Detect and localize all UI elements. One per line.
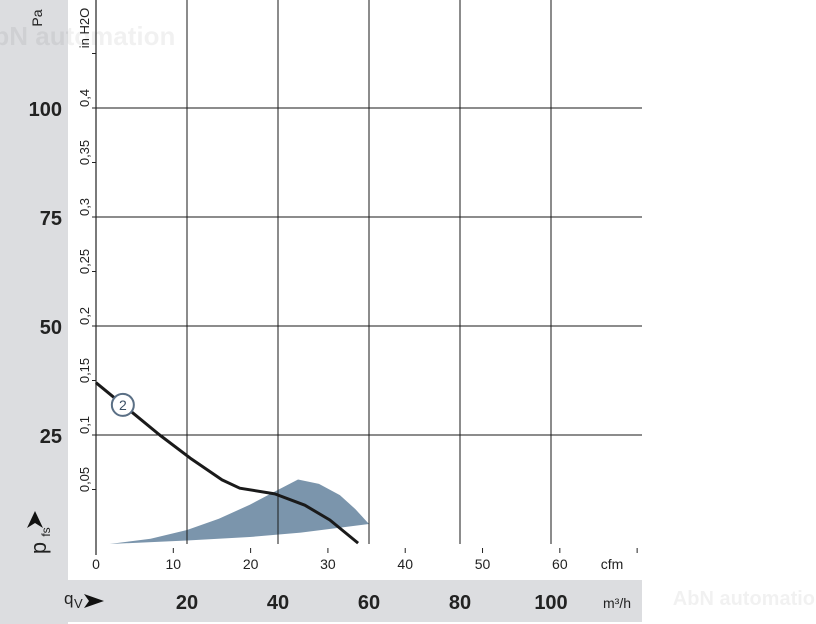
operating-range-area xyxy=(109,479,370,544)
y-tick-label-pa: 100 xyxy=(29,99,62,121)
y-axis-arrow-icon xyxy=(27,511,43,528)
left-panel xyxy=(0,0,68,624)
x-tick-label-cfm: 30 xyxy=(320,556,336,572)
y-tick-label-pa: 75 xyxy=(40,208,62,230)
y-tick-label-inh2o: 0,25 xyxy=(77,249,92,274)
x-tick-label-cfm: 10 xyxy=(166,556,182,572)
y-tick-label-inh2o: 0,2 xyxy=(77,307,92,325)
x-tick-label-m3h: 20 xyxy=(176,592,198,614)
watermark-logo: AbN automation xyxy=(673,588,816,610)
x-axis-arrow-icon xyxy=(84,594,104,608)
curve-label: 2 xyxy=(119,397,127,413)
x-unit-m3h: m³/h xyxy=(603,595,631,611)
bottom-panel xyxy=(0,580,642,622)
y-symbol-sub: fs xyxy=(39,527,53,536)
x-tick-label-cfm: 50 xyxy=(475,556,491,572)
fan-curve-2 xyxy=(95,381,360,545)
y-tick-label-inh2o: 0,3 xyxy=(77,198,92,216)
y-unit-pa: Pa xyxy=(29,9,45,26)
x-tick-label-m3h: 100 xyxy=(534,592,567,614)
y-tick-label-pa: 25 xyxy=(40,426,62,448)
y-tick-label-inh2o: 0,05 xyxy=(77,467,92,492)
curve-label-circle xyxy=(110,392,135,417)
x-tick-label-cfm: 0 xyxy=(92,556,100,572)
y-unit-inh2o: in H2O xyxy=(77,8,92,48)
watermark-logo: AbN automation xyxy=(0,21,175,51)
y-tick-label-inh2o: 0,4 xyxy=(77,89,92,107)
x-symbol: q xyxy=(64,589,73,608)
y-tick-label-inh2o: 0,15 xyxy=(77,358,92,383)
x-tick-label-cfm: 60 xyxy=(552,556,568,572)
y-tick-label-inh2o: 0,1 xyxy=(77,416,92,434)
y-tick-label-pa: 50 xyxy=(40,317,62,339)
x-tick-label-m3h: 40 xyxy=(267,592,289,614)
x-unit-cfm: cfm xyxy=(601,556,624,572)
x-tick-label-m3h: 80 xyxy=(449,592,471,614)
x-tick-label-cfm: 20 xyxy=(243,556,259,572)
y-tick-label-inh2o: 0,35 xyxy=(77,140,92,165)
x-symbol-sub: V xyxy=(74,596,83,611)
y-symbol: p xyxy=(26,542,51,554)
x-tick-label-m3h: 60 xyxy=(358,592,380,614)
x-tick-label-cfm: 40 xyxy=(397,556,413,572)
